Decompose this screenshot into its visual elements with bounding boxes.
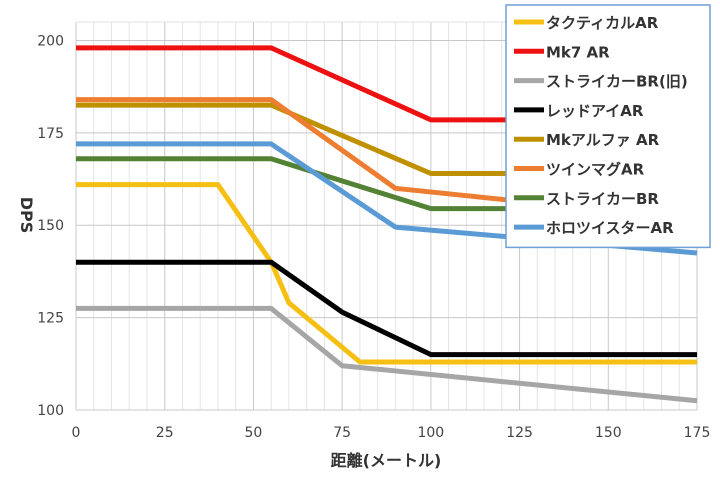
series-line-2 (76, 305, 698, 404)
x-tick-label: 25 (156, 425, 174, 441)
legend-label-1: Mk7 AR (546, 43, 610, 61)
x-tick-label: 50 (245, 425, 263, 441)
y-tick-label: 150 (37, 218, 64, 234)
x-axis-title: 距離(メートル) (331, 451, 442, 470)
x-tick-label: 0 (72, 425, 81, 441)
legend-label-7: ホロツイスターAR (546, 219, 674, 237)
y-axis-title: DPS (17, 197, 36, 234)
y-tick-label: 100 (37, 403, 64, 419)
legend-box (505, 4, 711, 249)
legend-label-4: Mkアルファ AR (546, 131, 660, 149)
legend-label-6: ストライカーBR (546, 190, 659, 208)
series-line-3 (76, 259, 697, 358)
x-tick-label: 150 (595, 425, 622, 441)
y-tick-label: 200 (37, 33, 64, 49)
x-tick-label: 175 (684, 425, 711, 441)
x-tick-labels: 0 25 50 75 100 125 150 175 (72, 425, 711, 441)
x-tick-label: 125 (506, 425, 533, 441)
series-line-0 (76, 182, 697, 365)
legend: タクティカルAR Mk7 AR ストライカーBR(旧) レッドアイAR Mkアルファ A… (505, 4, 711, 249)
x-tick-label: 100 (417, 425, 444, 441)
x-tick-label: 75 (333, 425, 351, 441)
legend-label-5: ツインマグAR (546, 161, 645, 179)
legend-label-3: レッドアイAR (546, 102, 644, 120)
y-tick-label: 125 (37, 311, 64, 327)
legend-label-0: タクティカルAR (546, 14, 659, 32)
legend-label-2: ストライカーBR(旧) (546, 73, 688, 91)
y-tick-label: 175 (37, 126, 64, 142)
y-tick-labels: 100 125 150 175 200 (37, 33, 64, 419)
